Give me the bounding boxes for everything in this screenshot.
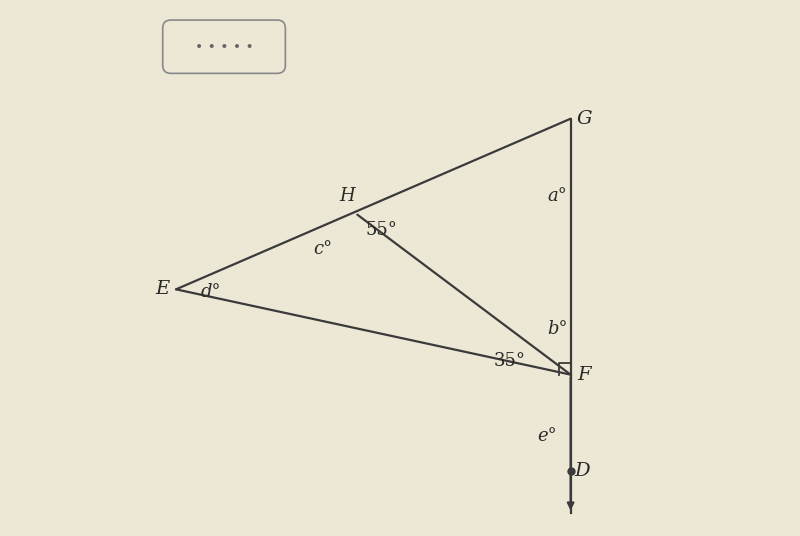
Text: b°: b° <box>547 321 567 338</box>
Text: e°: e° <box>537 427 557 445</box>
Text: G: G <box>576 110 592 128</box>
FancyBboxPatch shape <box>162 20 286 73</box>
Text: H: H <box>339 187 354 205</box>
Text: 55°: 55° <box>366 221 398 239</box>
Text: F: F <box>578 366 590 384</box>
Text: • • • • •: • • • • • <box>194 40 254 54</box>
Text: 35°: 35° <box>494 352 526 370</box>
Text: a°: a° <box>547 187 567 205</box>
Text: D: D <box>574 461 590 480</box>
Text: E: E <box>155 280 170 299</box>
Text: c°: c° <box>313 240 332 258</box>
Text: d°: d° <box>201 283 221 301</box>
